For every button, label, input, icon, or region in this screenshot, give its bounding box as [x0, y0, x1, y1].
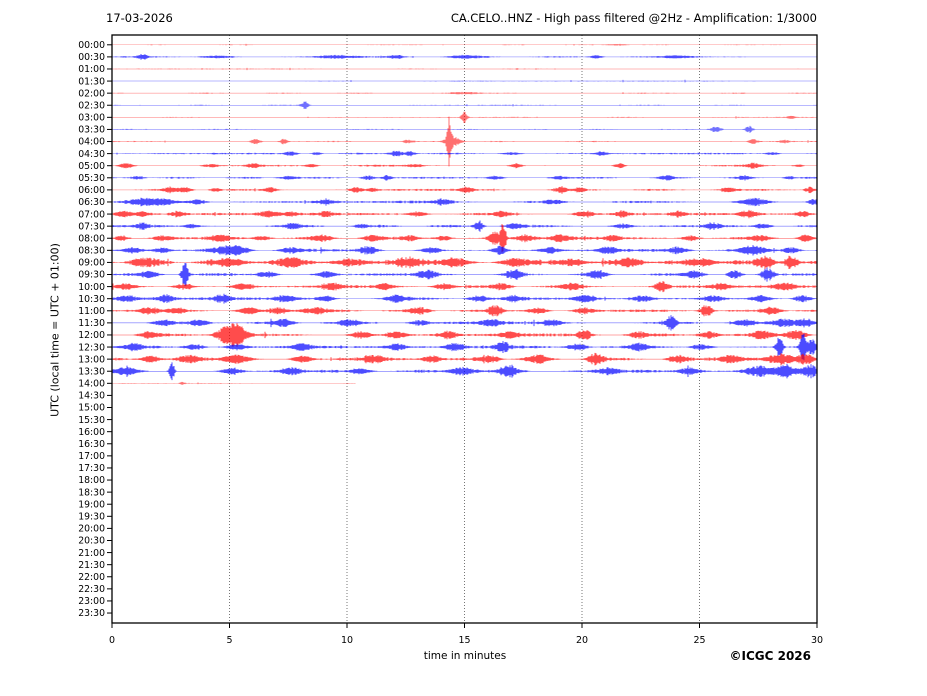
- y-tick-label: 11:30: [78, 318, 105, 329]
- y-tick-label: 17:00: [78, 451, 105, 462]
- trace-06:00: [111, 186, 818, 194]
- y-tick-label: 14:00: [78, 379, 105, 390]
- y-tick-label: 08:00: [78, 233, 105, 244]
- traces: [111, 43, 818, 385]
- y-tick-label: 15:00: [78, 403, 105, 414]
- y-tick-label: 10:30: [78, 294, 105, 305]
- y-tick-label: 13:00: [78, 354, 105, 365]
- y-tick-label: 14:30: [78, 391, 105, 402]
- y-tick-label: 13:30: [78, 366, 105, 377]
- date-label: 17-03-2026: [106, 11, 173, 25]
- y-tick-label: 21:00: [78, 548, 105, 559]
- y-tick-label: 10:00: [78, 282, 105, 293]
- y-tick-label: 03:30: [78, 125, 105, 136]
- y-tick-label: 17:30: [78, 463, 105, 474]
- trace-07:00: [111, 209, 818, 219]
- y-tick-label: 23:30: [78, 608, 105, 619]
- y-tick-label: 23:00: [78, 596, 105, 607]
- plot-title: CA.CELO..HNZ - High pass filtered @2Hz -…: [450, 11, 817, 25]
- y-tick-label: 19:30: [78, 512, 105, 523]
- x-tick-label: 5: [226, 635, 232, 646]
- y-tick-label: 04:00: [78, 137, 105, 148]
- y-tick-label: 12:00: [78, 330, 105, 341]
- y-tick-label: 09:00: [78, 258, 105, 269]
- y-tick-label: 05:30: [78, 173, 105, 184]
- x-tick-label: 15: [458, 635, 470, 646]
- y-tick-label: 20:30: [78, 536, 105, 547]
- y-tick-label: 01:00: [78, 64, 105, 75]
- y-tick-label: 00:30: [78, 52, 105, 63]
- x-tick-label: 25: [693, 635, 705, 646]
- copyright-label: ©ICGC 2026: [729, 649, 811, 663]
- y-tick-label: 05:00: [78, 161, 105, 172]
- y-tick-label: 07:30: [78, 221, 105, 232]
- y-tick-label: 21:30: [78, 560, 105, 571]
- x-tick-label: 30: [811, 635, 823, 646]
- y-tick-label: 22:00: [78, 572, 105, 583]
- trace-14:00: [111, 381, 356, 385]
- y-tick-label: 02:00: [78, 88, 105, 99]
- y-tick-label: 11:00: [78, 306, 105, 317]
- x-tick-label: 20: [576, 635, 588, 646]
- y-tick-label: 06:00: [78, 185, 105, 196]
- y-tick-label: 16:30: [78, 439, 105, 450]
- y-tick-label: 06:30: [78, 197, 105, 208]
- y-tick-label: 12:30: [78, 342, 105, 353]
- y-tick-label: 03:00: [78, 113, 105, 124]
- x-tick-label: 0: [109, 635, 115, 646]
- y-tick-label: 04:30: [78, 149, 105, 160]
- y-tick-label: 02:30: [78, 100, 105, 111]
- y-tick-label: 22:30: [78, 584, 105, 595]
- x-axis-label: time in minutes: [423, 650, 507, 662]
- y-tick-label: 19:00: [78, 499, 105, 510]
- gridlines: [229, 35, 700, 623]
- y-tick-label: 18:00: [78, 475, 105, 486]
- trace-06:30: [111, 197, 818, 207]
- y-tick-label: 16:00: [78, 427, 105, 438]
- y-tick-label: 01:30: [78, 76, 105, 87]
- y-tick-label: 00:00: [78, 40, 105, 51]
- y-tick-label: 18:30: [78, 487, 105, 498]
- axes: 0 5 10 15 20 25 30 00:0000:3001:0001:3002:0002:…: [78, 34, 823, 646]
- y-tick-label: 15:30: [78, 415, 105, 426]
- y-tick-label: 09:30: [78, 270, 105, 281]
- y-tick-label: 20:00: [78, 524, 105, 535]
- y-tick-label: 07:00: [78, 209, 105, 220]
- y-tick-label: 08:30: [78, 246, 105, 257]
- x-tick-label: 10: [341, 635, 353, 646]
